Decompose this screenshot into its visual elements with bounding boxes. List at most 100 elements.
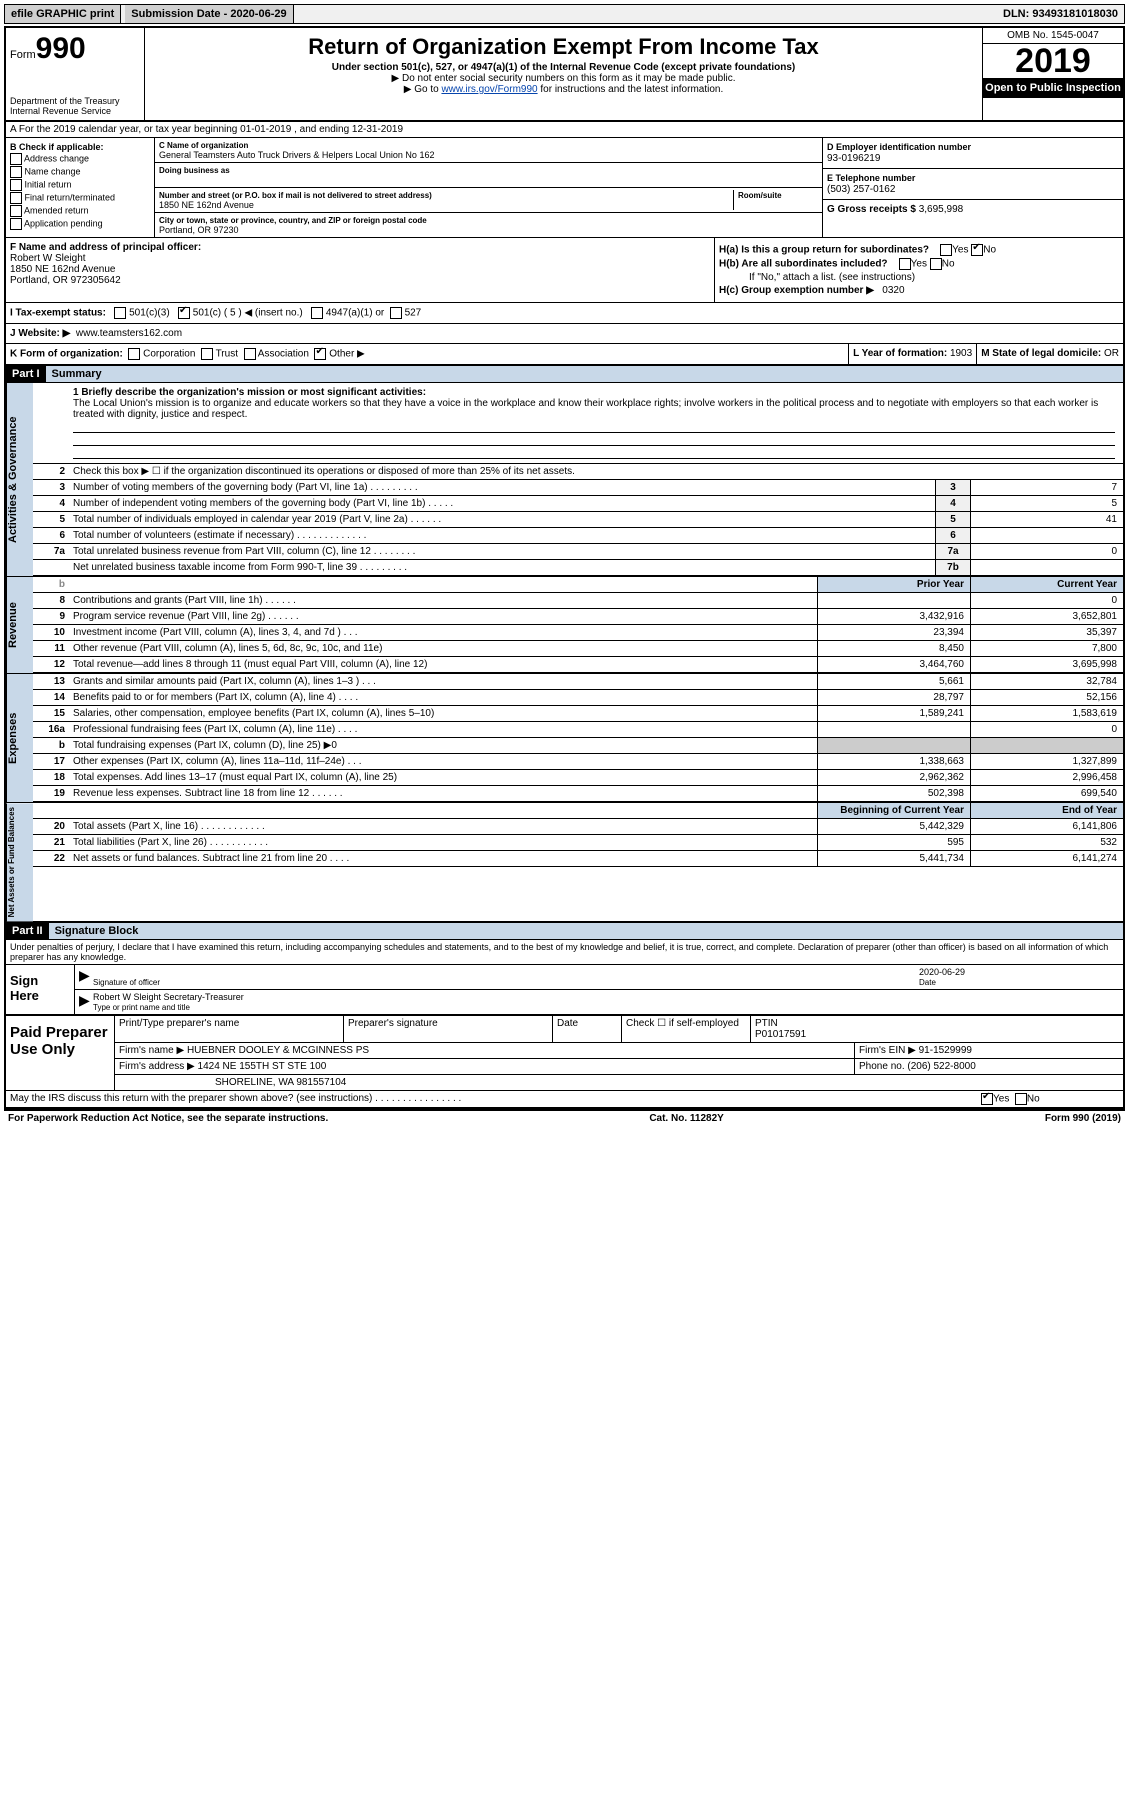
firm-name: HUEBNER DOOLEY & MCGINNESS PS	[187, 1045, 369, 1056]
phone: (503) 257-0162	[827, 184, 895, 195]
firm-ein: 91-1529999	[919, 1045, 972, 1056]
table-row: 7aTotal unrelated business revenue from …	[33, 544, 1123, 560]
h-b-no[interactable]	[930, 258, 942, 270]
chk-527[interactable]	[390, 307, 402, 319]
chk-name-change[interactable]	[10, 166, 22, 178]
org-city: Portland, OR 97230	[159, 225, 239, 235]
header-right: OMB No. 1545-0047 2019 Open to Public In…	[982, 28, 1123, 120]
org-name: General Teamsters Auto Truck Drivers & H…	[159, 150, 434, 160]
ein: 93-0196219	[827, 153, 880, 164]
chk-corp[interactable]	[128, 348, 140, 360]
chk-501c[interactable]	[178, 307, 190, 319]
chk-assoc[interactable]	[244, 348, 256, 360]
h-a-no[interactable]	[971, 244, 983, 256]
org-address: 1850 NE 162nd Avenue	[159, 200, 254, 210]
form-subtitle: Under section 501(c), 527, or 4947(a)(1)…	[149, 62, 978, 73]
top-bar: efile GRAPHIC print Submission Date - 20…	[4, 4, 1125, 24]
col-c: C Name of organizationGeneral Teamsters …	[155, 138, 822, 237]
part2-hdr: Part II	[6, 923, 49, 939]
table-row: 20Total assets (Part X, line 16) . . . .…	[33, 819, 1123, 835]
dln: DLN: 93493181018030	[997, 5, 1124, 23]
submission-date: Submission Date - 2020-06-29	[125, 5, 293, 23]
note-ssn: ▶ Do not enter social security numbers o…	[149, 73, 978, 84]
table-row: 18Total expenses. Add lines 13–17 (must …	[33, 770, 1123, 786]
firm-phone: (206) 522-8000	[907, 1061, 975, 1072]
vlabel-net: Net Assets or Fund Balances	[6, 803, 33, 921]
table-row: 19Revenue less expenses. Subtract line 1…	[33, 786, 1123, 802]
part2-title: Signature Block	[49, 923, 1123, 939]
ptin: P01017591	[755, 1029, 806, 1040]
line-k: K Form of organization: Corporation Trus…	[6, 344, 1123, 366]
table-row: 14Benefits paid to or for members (Part …	[33, 690, 1123, 706]
vlabel-exp: Expenses	[6, 674, 33, 802]
mission-block: 1 Briefly describe the organization's mi…	[33, 383, 1123, 464]
sign-here-label: Sign Here	[6, 965, 75, 1014]
header-left: Form990 Department of the Treasury Inter…	[6, 28, 145, 120]
footer: For Paperwork Reduction Act Notice, see …	[4, 1110, 1125, 1126]
sig-date: 2020-06-29	[919, 967, 965, 977]
officer-name: Robert W Sleight	[10, 253, 86, 264]
chk-initial-return[interactable]	[10, 179, 22, 191]
table-row: 10Investment income (Part VIII, column (…	[33, 625, 1123, 641]
part1-hdr: Part I	[6, 366, 46, 382]
table-row: 11Other revenue (Part VIII, column (A), …	[33, 641, 1123, 657]
instructions-link[interactable]: www.irs.gov/Form990	[441, 84, 537, 95]
chk-application-pending[interactable]	[10, 218, 22, 230]
chk-final-return[interactable]	[10, 192, 22, 204]
chk-trust[interactable]	[201, 348, 213, 360]
line-i: I Tax-exempt status: 501(c)(3) 501(c) ( …	[6, 303, 1123, 324]
discuss-question: May the IRS discuss this return with the…	[6, 1091, 979, 1107]
h-a-yes[interactable]	[940, 244, 952, 256]
table-row: 4Number of independent voting members of…	[33, 496, 1123, 512]
part1-title: Summary	[46, 366, 1123, 382]
year-formation: 1903	[950, 348, 972, 359]
dept-label: Department of the Treasury Internal Reve…	[10, 96, 140, 116]
table-row: 22Net assets or fund balances. Subtract …	[33, 851, 1123, 867]
table-row: bTotal fundraising expenses (Part IX, co…	[33, 738, 1123, 754]
chk-address-change[interactable]	[10, 153, 22, 165]
discuss-yes[interactable]	[981, 1093, 993, 1105]
website[interactable]: www.teamsters162.com	[76, 328, 182, 339]
table-row: 8Contributions and grants (Part VIII, li…	[33, 593, 1123, 609]
mission-text: The Local Union's mission is to organize…	[73, 398, 1098, 420]
col-b-checkboxes: B Check if applicable: Address change Na…	[6, 138, 155, 237]
table-row: 16aProfessional fundraising fees (Part I…	[33, 722, 1123, 738]
paid-preparer-label: Paid Preparer Use Only	[6, 1016, 115, 1090]
vlabel-rev: Revenue	[6, 577, 33, 673]
table-row: Net unrelated business taxable income fr…	[33, 560, 1123, 576]
penalties-text: Under penalties of perjury, I declare th…	[6, 940, 1123, 965]
table-row: 6Total number of volunteers (estimate if…	[33, 528, 1123, 544]
col-d-e-g: D Employer identification number93-01962…	[822, 138, 1123, 237]
table-row: 9Program service revenue (Part VIII, lin…	[33, 609, 1123, 625]
group-exemption: 0320	[882, 285, 904, 296]
chk-4947[interactable]	[311, 307, 323, 319]
table-row: 13Grants and similar amounts paid (Part …	[33, 674, 1123, 690]
chk-amended-return[interactable]	[10, 205, 22, 217]
table-row: 3Number of voting members of the governi…	[33, 480, 1123, 496]
header-center: Return of Organization Exempt From Incom…	[145, 28, 982, 120]
note-link: ▶ Go to www.irs.gov/Form990 for instruct…	[149, 84, 978, 95]
sig-name: Robert W Sleight Secretary-Treasurer	[93, 992, 244, 1002]
chk-501c3[interactable]	[114, 307, 126, 319]
state-domicile: OR	[1104, 348, 1119, 359]
table-row: 12Total revenue—add lines 8 through 11 (…	[33, 657, 1123, 673]
table-row: 21Total liabilities (Part X, line 26) . …	[33, 835, 1123, 851]
vlabel-gov: Activities & Governance	[6, 383, 33, 576]
table-row: 5Total number of individuals employed in…	[33, 512, 1123, 528]
table-row: 17Other expenses (Part IX, column (A), l…	[33, 754, 1123, 770]
col-f: F Name and address of principal officer:…	[6, 238, 715, 302]
h-b-yes[interactable]	[899, 258, 911, 270]
discuss-no[interactable]	[1015, 1093, 1027, 1105]
line-j: J Website: ▶ www.teamsters162.com	[6, 324, 1123, 344]
table-row: 15Salaries, other compensation, employee…	[33, 706, 1123, 722]
public-inspection: Open to Public Inspection	[983, 78, 1123, 98]
chk-other[interactable]	[314, 348, 326, 360]
col-h: H(a) Is this a group return for subordin…	[715, 238, 1123, 302]
form-title: Return of Organization Exempt From Incom…	[149, 34, 978, 60]
form-body: Form990 Department of the Treasury Inter…	[4, 26, 1125, 1110]
gross-receipts: 3,695,998	[919, 204, 964, 215]
firm-address: 1424 NE 155TH ST STE 100	[198, 1061, 327, 1072]
line-a: A For the 2019 calendar year, or tax yea…	[6, 122, 1123, 138]
tax-year: 2019	[983, 44, 1123, 78]
efile-button[interactable]: efile GRAPHIC print	[5, 5, 121, 23]
